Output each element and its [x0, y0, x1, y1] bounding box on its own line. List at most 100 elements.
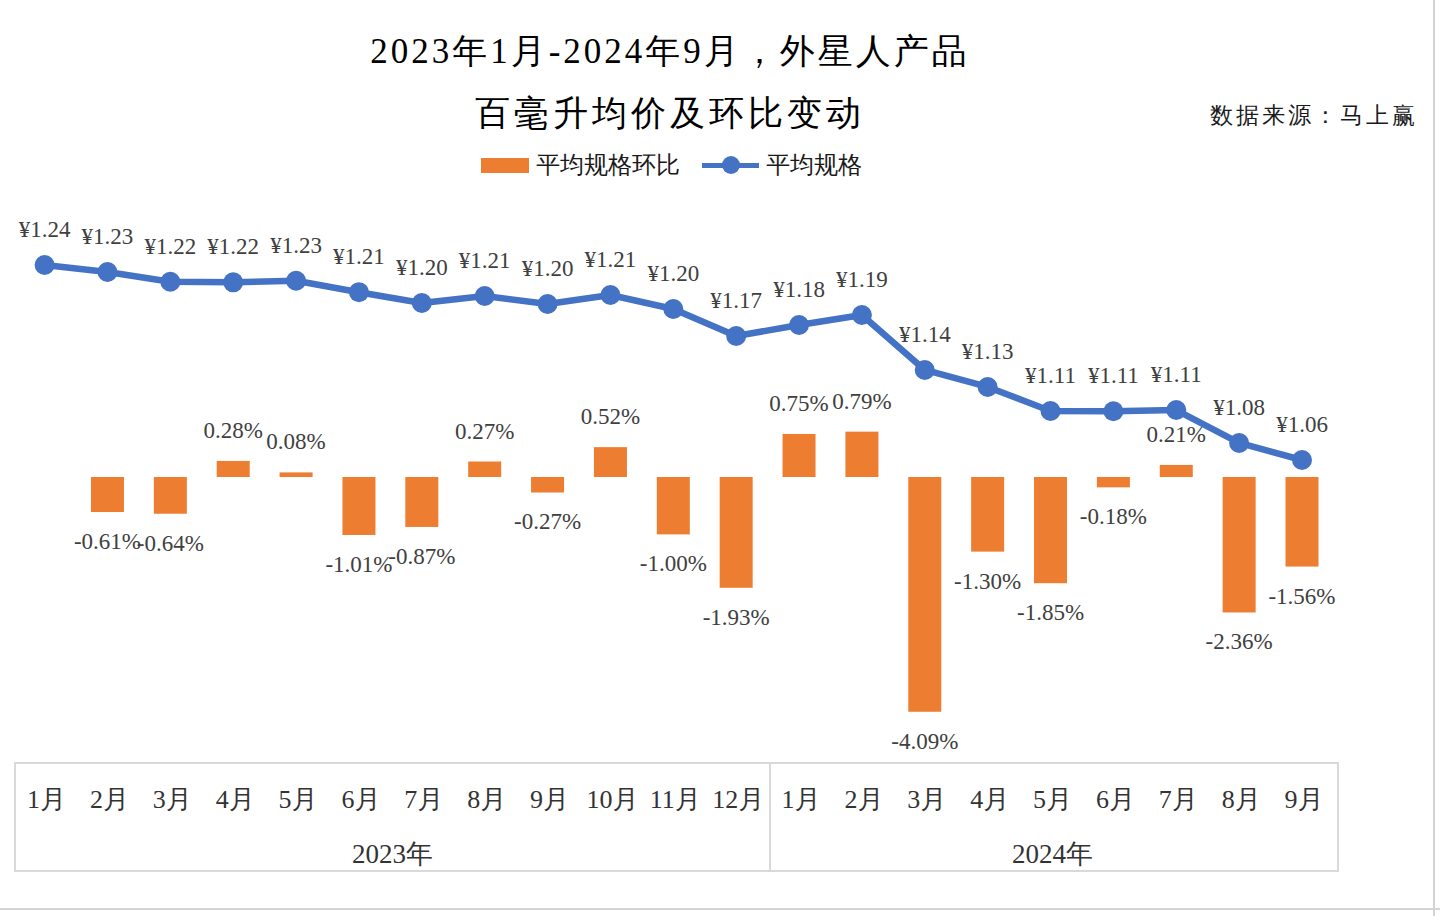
price-label-2: ¥1.22 — [144, 234, 196, 259]
year-label-0: 2023年 — [332, 836, 452, 872]
price-label-16: ¥1.11 — [1025, 363, 1076, 388]
price-point-13 — [852, 305, 872, 325]
x-axis-box: 1月2月3月4月5月6月7月8月9月10月11月12月1月2月3月4月5月6月7… — [14, 762, 1339, 872]
price-point-17 — [1103, 401, 1123, 421]
bar-20 — [1286, 477, 1319, 567]
bar-13 — [845, 432, 878, 477]
bar-4 — [280, 472, 313, 477]
price-point-16 — [1041, 401, 1061, 421]
price-label-0: ¥1.24 — [19, 217, 71, 242]
bar-9 — [594, 447, 627, 477]
price-label-5: ¥1.21 — [333, 244, 385, 269]
bar-label-6: -0.87% — [388, 544, 455, 569]
price-point-12 — [789, 315, 809, 335]
bar-label-3: 0.28% — [203, 418, 262, 443]
bar-label-15: -1.30% — [954, 569, 1021, 594]
bar-label-5: -1.01% — [325, 552, 392, 577]
bar-label-9: 0.52% — [581, 404, 640, 429]
bar-14 — [908, 477, 941, 712]
price-label-10: ¥1.20 — [647, 261, 699, 286]
bar-label-7: 0.27% — [455, 419, 514, 444]
month-label-2: 3月 — [141, 782, 203, 817]
window-right-border — [1433, 0, 1435, 916]
bar-17 — [1097, 477, 1130, 487]
bar-label-10: -1.00% — [640, 551, 707, 576]
bar-label-16: -1.85% — [1017, 600, 1084, 625]
price-point-8 — [538, 294, 558, 314]
month-label-4: 5月 — [267, 782, 329, 817]
price-label-17: ¥1.11 — [1088, 363, 1139, 388]
bar-16 — [1034, 477, 1067, 583]
bar-2 — [154, 477, 187, 514]
chart-canvas: 2023年1月-2024年9月，外星人产品 百毫升均价及环比变动 数据来源：马上… — [0, 0, 1440, 916]
bar-label-14: -4.09% — [891, 729, 958, 754]
month-label-10: 11月 — [644, 782, 706, 817]
year-divider-line — [769, 764, 771, 870]
bar-label-17: -0.18% — [1080, 504, 1147, 529]
bar-3 — [217, 461, 250, 477]
month-label-17: 6月 — [1084, 782, 1146, 817]
price-point-14 — [915, 360, 935, 380]
month-label-18: 7月 — [1147, 782, 1209, 817]
month-label-16: 5月 — [1022, 782, 1084, 817]
price-point-19 — [1229, 433, 1249, 453]
price-label-14: ¥1.14 — [899, 322, 951, 347]
bar-19 — [1223, 477, 1256, 612]
month-label-8: 9月 — [519, 782, 581, 817]
bar-label-19: -2.36% — [1206, 629, 1273, 654]
price-label-13: ¥1.19 — [836, 267, 888, 292]
month-label-11: 12月 — [707, 782, 769, 817]
price-point-10 — [663, 299, 683, 319]
price-label-12: ¥1.18 — [773, 277, 825, 302]
month-label-1: 2月 — [78, 782, 140, 817]
price-label-9: ¥1.21 — [585, 247, 637, 272]
bar-label-4: 0.08% — [266, 429, 325, 454]
month-label-15: 4月 — [959, 782, 1021, 817]
bar-label-13: 0.79% — [832, 389, 891, 414]
price-point-5 — [349, 282, 369, 302]
price-label-7: ¥1.21 — [459, 248, 511, 273]
bar-label-18: 0.21% — [1147, 422, 1206, 447]
month-label-5: 6月 — [330, 782, 392, 817]
month-label-0: 1月 — [16, 782, 78, 817]
price-label-19: ¥1.08 — [1213, 395, 1265, 420]
month-label-6: 7月 — [393, 782, 455, 817]
price-point-2 — [160, 272, 180, 292]
bar-12 — [783, 434, 816, 477]
bar-7 — [468, 462, 501, 477]
bar-label-20: -1.56% — [1268, 584, 1335, 609]
plot-area: -0.61%-0.64% 0.28%0.08% -1.01%-0.87% 0.27% -… — [0, 0, 1440, 762]
bar-18 — [1160, 465, 1193, 477]
bar-5 — [342, 477, 375, 535]
month-label-20: 9月 — [1273, 782, 1335, 817]
bar-15 — [971, 477, 1004, 552]
price-point-20 — [1292, 450, 1312, 470]
price-point-11 — [726, 326, 746, 346]
price-label-11: ¥1.17 — [710, 288, 762, 313]
bar-label-1: -0.61% — [74, 529, 141, 554]
price-point-18 — [1166, 400, 1186, 420]
month-label-3: 4月 — [204, 782, 266, 817]
price-label-15: ¥1.13 — [962, 339, 1014, 364]
bar-6 — [405, 477, 438, 527]
year-label-1: 2024年 — [993, 836, 1113, 872]
price-label-6: ¥1.20 — [396, 255, 448, 280]
price-label-8: ¥1.20 — [522, 256, 574, 281]
price-label-1: ¥1.23 — [82, 224, 134, 249]
price-label-4: ¥1.23 — [270, 233, 322, 258]
bar-11 — [720, 477, 753, 588]
price-label-18: ¥1.11 — [1151, 362, 1202, 387]
month-label-7: 8月 — [456, 782, 518, 817]
bar-label-8: -0.27% — [514, 509, 581, 534]
bar-label-2: -0.64% — [137, 531, 204, 556]
price-label-3: ¥1.22 — [207, 234, 259, 259]
bar-10 — [657, 477, 690, 534]
price-point-4 — [286, 271, 306, 291]
month-label-14: 3月 — [896, 782, 958, 817]
price-point-0 — [35, 255, 55, 275]
price-point-9 — [600, 285, 620, 305]
month-label-12: 1月 — [770, 782, 832, 817]
month-label-19: 8月 — [1210, 782, 1272, 817]
price-point-3 — [223, 272, 243, 292]
bar-label-11: -1.93% — [703, 605, 770, 630]
